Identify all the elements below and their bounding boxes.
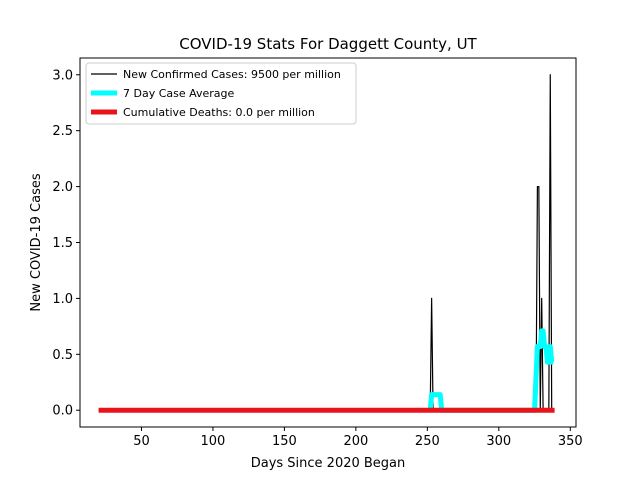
y-axis-label: New COVID-19 Cases bbox=[29, 173, 44, 311]
x-axis-label: Days Since 2020 Began bbox=[251, 456, 406, 471]
legend: New Confirmed Cases: 9500 per million 7 … bbox=[85, 62, 357, 125]
legend-label-7-day-average: 7 Day Case Average bbox=[123, 87, 235, 100]
x-tick-label: 250 bbox=[415, 434, 440, 449]
y-axis: 0.0 0.5 1.0 1.5 2.0 2.5 3.0 bbox=[52, 68, 80, 419]
series-new-cases-line bbox=[98, 74, 555, 411]
plot-lines bbox=[98, 74, 555, 413]
series-7-day-average-line bbox=[427, 328, 555, 413]
x-tick-label: 350 bbox=[558, 434, 583, 449]
y-tick-label: 0.5 bbox=[52, 348, 73, 363]
legend-label-new-cases: New Confirmed Cases: 9500 per million bbox=[123, 68, 341, 81]
y-tick-label: 0.0 bbox=[52, 404, 73, 419]
x-tick-label: 150 bbox=[272, 434, 297, 449]
x-tick-label: 50 bbox=[133, 434, 150, 449]
y-tick-label: 2.0 bbox=[52, 180, 73, 195]
y-tick-label: 1.0 bbox=[52, 292, 73, 307]
legend-box bbox=[85, 62, 357, 125]
chart-title: COVID-19 Stats For Daggett County, UT bbox=[179, 35, 477, 53]
legend-label-cumulative-deaths: Cumulative Deaths: 0.0 per million bbox=[123, 106, 315, 119]
x-tick-label: 300 bbox=[486, 434, 511, 449]
y-tick-label: 1.5 bbox=[52, 236, 73, 251]
y-tick-label: 2.5 bbox=[52, 124, 73, 139]
x-tick-label: 100 bbox=[201, 434, 226, 449]
x-axis: 50 100 150 200 250 300 350 bbox=[133, 427, 583, 449]
x-tick-label: 200 bbox=[343, 434, 368, 449]
y-tick-label: 3.0 bbox=[52, 68, 73, 83]
